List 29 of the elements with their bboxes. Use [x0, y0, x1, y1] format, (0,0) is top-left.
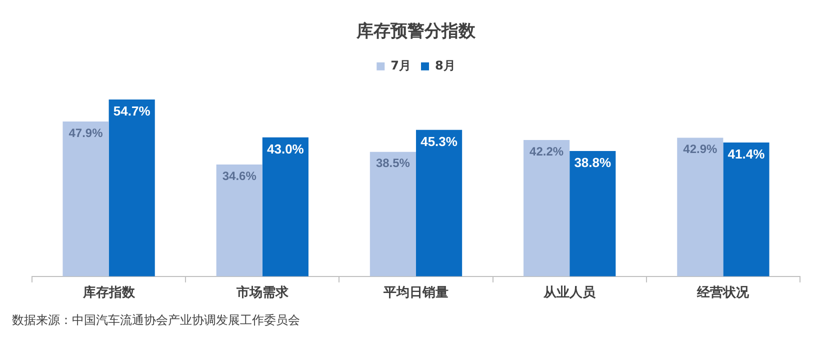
source-note: 数据来源：中国汽车流通协会产业协调发展工作委员会	[12, 312, 301, 329]
bar	[62, 122, 109, 276]
bar	[677, 138, 724, 276]
legend-label: 8月	[435, 58, 456, 73]
data-label: 41.4%	[728, 146, 766, 162]
bar	[108, 100, 155, 276]
bar	[370, 152, 416, 276]
data-label: 42.9%	[683, 142, 718, 156]
data-label: 38.5%	[376, 156, 410, 170]
data-label: 54.7%	[113, 104, 151, 119]
data-label: 47.9%	[68, 126, 104, 140]
bar	[570, 150, 616, 276]
data-label: 45.3%	[420, 134, 458, 150]
legend-label: 7月	[390, 58, 412, 73]
x-tick-label: 市场需求	[235, 284, 290, 301]
x-tick-label: 经营状况	[696, 284, 750, 301]
bar	[216, 164, 262, 276]
bar	[723, 142, 770, 276]
bar	[416, 130, 462, 276]
data-label: 34.6%	[222, 168, 257, 183]
bar	[262, 137, 308, 276]
x-tick-label: 从业人员	[542, 286, 597, 301]
data-label: 43.0%	[267, 141, 304, 156]
chart-title: 库存预警分指数	[356, 22, 476, 42]
data-label: 38.8%	[574, 155, 612, 170]
bar	[524, 140, 570, 276]
x-tick-label: 平均日销量	[382, 286, 448, 301]
x-tick-label: 库存指数	[82, 284, 136, 301]
data-label: 42.2%	[530, 144, 564, 158]
